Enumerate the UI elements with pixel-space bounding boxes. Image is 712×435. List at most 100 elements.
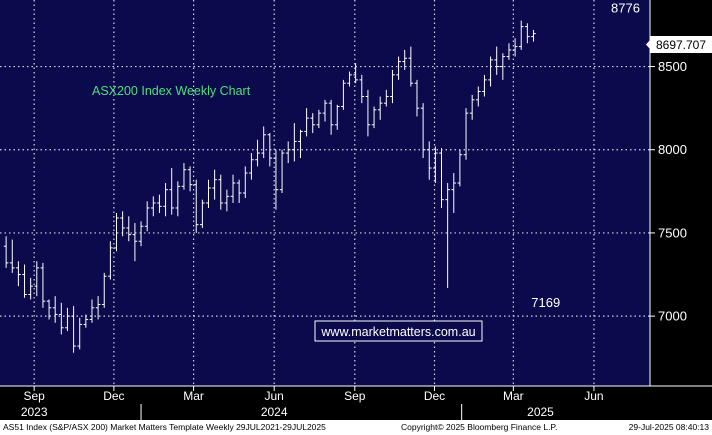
- ohlc-series: [3, 20, 536, 353]
- ohlc-bar: [359, 74, 365, 104]
- x-tick-label: Jun: [584, 389, 603, 403]
- ohlc-bar: [52, 296, 58, 323]
- x-tick-label: Sep: [344, 389, 366, 403]
- year-label: 2023: [21, 405, 48, 419]
- y-axis-ticks: 7000 7500 8000 8500: [649, 0, 687, 386]
- x-axis-ticks: Sep Dec Mar Jun Sep Dec Mar Jun 2023 2024 2025: [0, 385, 712, 420]
- ohlc-bar: [71, 306, 76, 353]
- ohlc-bar: [218, 174, 224, 210]
- ohlc-bar: [89, 299, 95, 323]
- ohlc-bar: [132, 222, 138, 262]
- ohlc-bar: [3, 236, 9, 268]
- x-tick-label: Jun: [265, 389, 284, 403]
- x-tick-label: Mar: [503, 389, 524, 403]
- ohlc-bar: [347, 71, 352, 87]
- ohlc-bar: [77, 317, 83, 350]
- y-tick-label: 7000: [658, 309, 687, 324]
- ohlc-bar: [273, 149, 279, 210]
- ohlc-bar: [310, 113, 316, 134]
- x-axis-panel: [0, 386, 712, 420]
- ohlc-bar: [408, 46, 414, 87]
- year-label: 2025: [527, 405, 554, 419]
- footer-copyright: Copyright© 2025 Bloomberg Finance L.P.: [401, 422, 558, 432]
- ohlc-bar: [322, 99, 328, 122]
- ohlc-bar: [59, 302, 64, 335]
- ohlc-bar: [316, 109, 322, 129]
- ohlc-bar: [525, 23, 530, 44]
- ohlc-bar: [138, 221, 144, 247]
- ohlc-bar: [28, 277, 33, 300]
- ohlc-bar: [469, 94, 475, 120]
- footer-left: AS51 Index (S&P/ASX 200) Market Matters …: [3, 422, 326, 432]
- ohlc-bar: [163, 183, 168, 217]
- last-price-label: 8697.707: [656, 38, 706, 52]
- ohlc-bar: [390, 69, 395, 104]
- ohlc-bar: [114, 212, 119, 252]
- ohlc-bar: [285, 141, 291, 164]
- ohlc-bar: [328, 99, 334, 135]
- ohlc-bar: [353, 63, 358, 84]
- footer-bar: AS51 Index (S&P/ASX 200) Market Matters …: [0, 420, 712, 435]
- x-tick-label: Sep: [23, 389, 45, 403]
- ohlc-bar: [445, 183, 450, 289]
- ohlc-bar: [108, 241, 113, 280]
- ohlc-bar: [371, 106, 377, 129]
- ohlc-bar: [512, 38, 518, 57]
- ohlc-bar: [151, 196, 156, 217]
- ohlc-bar: [494, 46, 499, 75]
- ohlc-bar: [433, 146, 438, 184]
- ohlc-bar: [249, 153, 254, 180]
- ohlc-bar: [506, 43, 512, 60]
- ohlc-bar: [384, 89, 389, 107]
- ohlc-bar: [101, 272, 107, 308]
- ohlc-bar: [426, 141, 432, 180]
- y-tick-label: 8500: [658, 59, 687, 74]
- ohlc-bar: [175, 181, 181, 217]
- annotations: 8776 7169: [531, 1, 640, 310]
- ohlc-bar: [236, 179, 242, 203]
- ohlc-bar: [518, 20, 524, 50]
- ohlc-bar: [463, 108, 469, 160]
- ohlc-bar: [242, 166, 248, 198]
- ohlc-bar: [420, 103, 426, 159]
- ohlc-bar: [22, 264, 27, 298]
- footer-timestamp: 29-Jul-2025 08:40:13: [628, 422, 709, 432]
- ohlc-bar: [451, 173, 457, 213]
- ohlc-bar: [144, 201, 150, 232]
- ohlc-bar: [34, 261, 40, 297]
- ohlc-bar: [83, 314, 89, 328]
- ohlc-bar: [476, 86, 481, 107]
- ohlc-bar: [267, 133, 273, 167]
- ohlc-bar: [181, 163, 187, 190]
- annotation-label: 8776: [611, 1, 640, 16]
- ohlc-bar: [169, 168, 174, 215]
- watermark-box[interactable]: www.marketmatters.com.au: [314, 320, 483, 342]
- ohlc-bar: [488, 56, 493, 87]
- ohlc-bar: [439, 148, 444, 208]
- ohlc-bar: [224, 189, 230, 212]
- ohlc-bar: [365, 89, 371, 137]
- year-label: 2024: [261, 405, 288, 419]
- ohlc-bar: [304, 108, 309, 137]
- watermark-link[interactable]: www.marketmatters.com.au: [320, 325, 475, 339]
- ohlc-bar: [500, 53, 506, 80]
- y-tick-label: 8000: [658, 142, 687, 157]
- ohlc-bar: [46, 299, 52, 320]
- chart-title: ASX200 Index Weekly Chart: [92, 84, 251, 98]
- ohlc-bar: [457, 149, 463, 187]
- ohlc-bar: [230, 174, 236, 203]
- ohlc-bar: [482, 74, 487, 97]
- ohlc-bar: [396, 56, 401, 80]
- ohlc-bar: [187, 166, 193, 192]
- ohlc-bar: [414, 79, 420, 117]
- annotation-label: 7169: [531, 295, 560, 310]
- ohlc-bar: [279, 149, 285, 193]
- ohlc-bar: [334, 104, 340, 130]
- ohlc-bar: [193, 179, 199, 233]
- ohlc-bar: [292, 123, 297, 162]
- ohlc-bar: [126, 216, 132, 242]
- ohlc-bar: [157, 194, 162, 213]
- grid-lines: [0, 0, 650, 386]
- ohlc-bar: [206, 179, 211, 208]
- ohlc-bar: [9, 239, 15, 273]
